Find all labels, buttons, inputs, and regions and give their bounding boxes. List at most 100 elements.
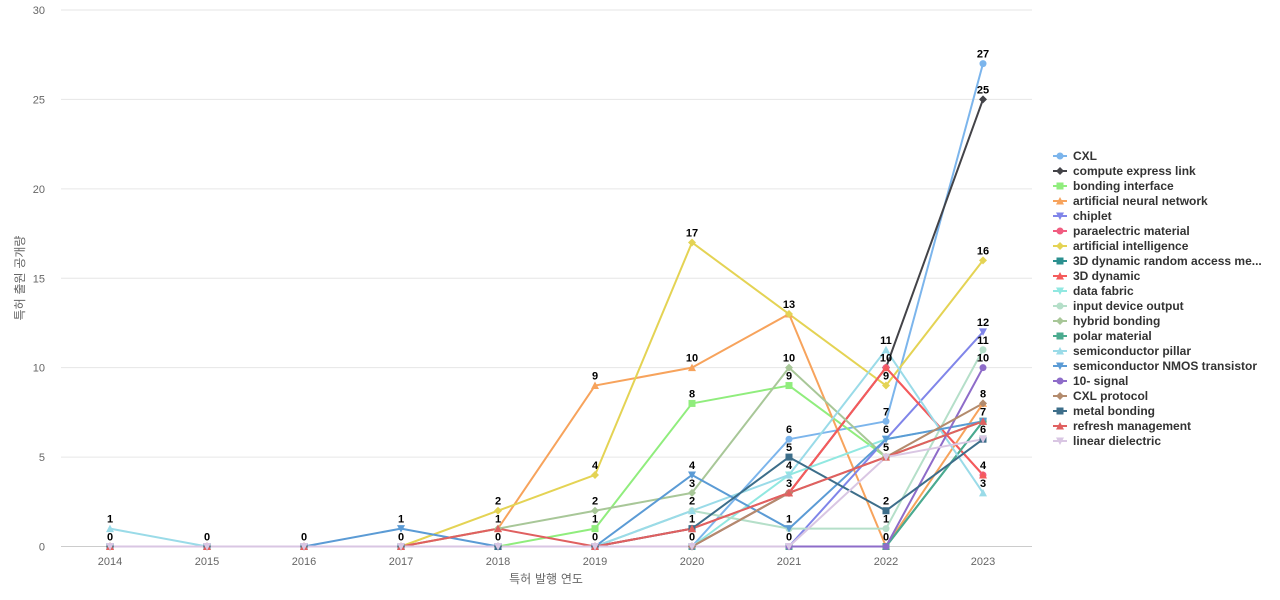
data-point[interactable] bbox=[203, 543, 211, 551]
data-point[interactable] bbox=[494, 506, 502, 515]
data-point[interactable] bbox=[106, 524, 114, 533]
data-point[interactable] bbox=[785, 488, 793, 497]
data-point[interactable] bbox=[882, 417, 890, 425]
data-label: 2 bbox=[495, 496, 501, 508]
data-label: 0 bbox=[883, 532, 889, 544]
data-point[interactable] bbox=[882, 435, 890, 444]
series-line[interactable] bbox=[109, 348, 984, 548]
legend-item[interactable]: artificial neural network bbox=[1053, 194, 1208, 208]
legend-item[interactable]: chiplet bbox=[1053, 209, 1112, 223]
y-tick-label: 20 bbox=[33, 184, 45, 196]
legend-item[interactable]: linear dielectric bbox=[1053, 434, 1161, 448]
data-label: 0 bbox=[301, 532, 307, 544]
data-point[interactable] bbox=[688, 524, 696, 533]
data-point[interactable] bbox=[979, 435, 987, 444]
data-point[interactable] bbox=[785, 382, 793, 390]
data-point[interactable] bbox=[397, 525, 405, 533]
data-point[interactable] bbox=[979, 470, 987, 479]
data-point[interactable] bbox=[688, 543, 696, 551]
data-point[interactable] bbox=[591, 525, 599, 533]
data-point[interactable] bbox=[785, 363, 793, 372]
legend-label: hybrid bonding bbox=[1073, 314, 1160, 328]
data-point[interactable] bbox=[688, 238, 696, 247]
data-point[interactable] bbox=[591, 543, 599, 551]
data-point[interactable] bbox=[882, 507, 890, 515]
data-point[interactable] bbox=[494, 524, 502, 533]
data-point[interactable] bbox=[882, 525, 890, 533]
data-label: 10 bbox=[686, 353, 698, 365]
legend-marker bbox=[1056, 212, 1064, 220]
data-point[interactable] bbox=[688, 399, 696, 407]
data-point[interactable] bbox=[785, 470, 793, 479]
series-line[interactable] bbox=[110, 99, 984, 548]
data-point[interactable] bbox=[979, 399, 987, 408]
data-label: 1 bbox=[495, 514, 501, 526]
legend-item[interactable]: data fabric bbox=[1053, 284, 1134, 298]
data-label: 8 bbox=[980, 388, 986, 400]
data-point[interactable] bbox=[106, 543, 114, 551]
data-point[interactable] bbox=[688, 488, 696, 497]
data-label: 1 bbox=[689, 514, 695, 526]
data-point[interactable] bbox=[688, 506, 696, 515]
legend-item[interactable]: compute express link bbox=[1053, 164, 1196, 178]
legend-item[interactable]: polar material bbox=[1053, 329, 1152, 343]
x-tick-label: 2019 bbox=[583, 556, 607, 568]
data-point[interactable] bbox=[785, 525, 793, 533]
legend-item[interactable]: bonding interface bbox=[1053, 179, 1174, 193]
data-point[interactable] bbox=[979, 346, 987, 354]
data-point[interactable] bbox=[882, 453, 890, 462]
series-line[interactable] bbox=[110, 331, 984, 548]
y-axis-title: 특허 출원 공개량 bbox=[13, 236, 27, 321]
legend-item[interactable]: semiconductor NMOS transistor bbox=[1053, 359, 1257, 373]
legend-item[interactable]: metal bonding bbox=[1053, 404, 1155, 418]
legend-label: refresh management bbox=[1073, 419, 1191, 433]
legend-item[interactable]: 3D dynamic random access me... bbox=[1053, 254, 1262, 268]
data-label: 2 bbox=[689, 496, 695, 508]
data-point[interactable] bbox=[591, 381, 599, 390]
data-point[interactable] bbox=[882, 363, 890, 372]
series-line[interactable] bbox=[110, 349, 984, 548]
legend-item[interactable]: CXL bbox=[1053, 149, 1097, 163]
data-point[interactable] bbox=[979, 95, 987, 104]
data-point[interactable] bbox=[785, 435, 793, 443]
data-point[interactable] bbox=[979, 256, 987, 265]
data-point[interactable] bbox=[785, 310, 793, 319]
series-line[interactable] bbox=[110, 63, 984, 548]
x-tick-label: 2016 bbox=[292, 556, 316, 568]
data-point[interactable] bbox=[785, 543, 793, 551]
data-point[interactable] bbox=[979, 417, 987, 425]
data-point[interactable] bbox=[591, 506, 599, 515]
data-label: 6 bbox=[786, 424, 792, 436]
data-point[interactable] bbox=[979, 60, 987, 68]
legend-marker bbox=[1056, 272, 1064, 280]
data-label: 10 bbox=[977, 353, 989, 365]
data-point[interactable] bbox=[979, 364, 987, 372]
series-line[interactable] bbox=[110, 438, 984, 548]
data-label: 13 bbox=[783, 299, 795, 311]
legend-item[interactable]: artificial intelligence bbox=[1053, 239, 1189, 253]
data-point[interactable] bbox=[882, 543, 890, 550]
data-point[interactable] bbox=[591, 470, 599, 479]
legend-item[interactable]: 10- signal bbox=[1053, 374, 1128, 388]
data-point[interactable] bbox=[688, 363, 696, 372]
legend-item[interactable]: 3D dynamic bbox=[1053, 269, 1141, 283]
data-label: 27 bbox=[977, 49, 989, 61]
legend-item[interactable]: refresh management bbox=[1053, 419, 1191, 433]
data-point[interactable] bbox=[300, 543, 308, 551]
legend-item[interactable]: semiconductor pillar bbox=[1053, 344, 1191, 358]
data-point[interactable] bbox=[882, 381, 890, 390]
y-tick-label: 0 bbox=[39, 542, 45, 554]
legend-item[interactable]: hybrid bonding bbox=[1053, 314, 1160, 328]
legend-item[interactable]: input device output bbox=[1053, 299, 1184, 313]
series-line[interactable] bbox=[110, 313, 984, 548]
data-point[interactable] bbox=[882, 345, 890, 354]
data-point[interactable] bbox=[688, 471, 696, 479]
legend-item[interactable]: CXL protocol bbox=[1053, 389, 1148, 403]
data-point[interactable] bbox=[785, 453, 793, 461]
data-point[interactable] bbox=[979, 488, 987, 497]
data-point[interactable] bbox=[979, 328, 987, 336]
data-point[interactable] bbox=[494, 543, 502, 551]
legend-item[interactable]: paraelectric material bbox=[1053, 224, 1190, 238]
data-point[interactable] bbox=[397, 543, 405, 551]
